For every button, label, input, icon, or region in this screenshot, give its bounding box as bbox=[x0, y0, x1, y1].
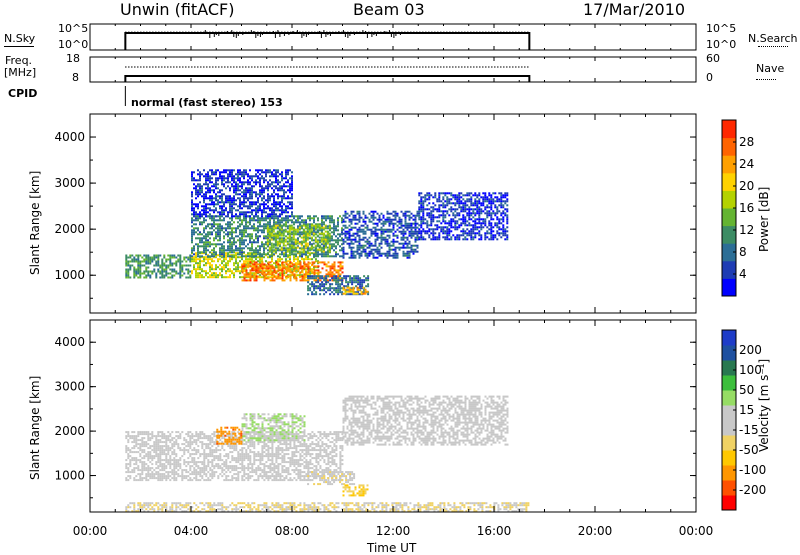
power-scale-swatch bbox=[722, 261, 736, 279]
power-region-6 bbox=[418, 192, 508, 240]
x-tick-label: 00:00 bbox=[679, 524, 714, 538]
velocity-scale-tick-label: 100 bbox=[739, 363, 762, 377]
velocity-region-4 bbox=[242, 413, 306, 441]
power-scale-swatch bbox=[722, 190, 736, 208]
velocity-scale-swatch bbox=[722, 450, 736, 466]
velocity-scale-tick-label: -100 bbox=[739, 463, 766, 477]
velocity-scale-tick-label: 200 bbox=[739, 343, 762, 357]
power-region-9 bbox=[191, 169, 293, 217]
velocity-scale-swatch bbox=[722, 345, 736, 361]
velocity-scale-tick-label: -50 bbox=[739, 443, 759, 457]
power-region-7 bbox=[307, 275, 369, 295]
power-scale-swatch bbox=[722, 138, 736, 156]
nsky-trace bbox=[125, 33, 529, 50]
velocity-region-3 bbox=[307, 471, 355, 485]
y-tick-label: 3000 bbox=[54, 380, 85, 394]
x-tick-label: 00:00 bbox=[73, 524, 108, 538]
velocity-scale-tick-label: 50 bbox=[739, 383, 754, 397]
y-tick-label: 3000 bbox=[54, 176, 85, 190]
power-region-5 bbox=[343, 211, 419, 259]
velocity-scale-swatch bbox=[722, 435, 736, 451]
power-scale-tick-label: 28 bbox=[739, 135, 754, 149]
velocity-scale-swatch bbox=[722, 330, 736, 346]
velocity-region-0 bbox=[125, 431, 343, 481]
velocity-scale-swatch bbox=[722, 465, 736, 481]
y-tick-label: 1000 bbox=[54, 469, 85, 483]
power-scale-tick-label: 24 bbox=[739, 157, 754, 171]
velocity-scale-tick-label: -200 bbox=[739, 483, 766, 497]
power-scale-swatch bbox=[722, 226, 736, 244]
power-scale-swatch bbox=[722, 278, 736, 296]
velocity-panel-frame bbox=[90, 320, 696, 512]
power-scale-tick-label: 4 bbox=[739, 267, 747, 281]
velocity-scale-swatch bbox=[722, 405, 736, 421]
x-tick-label: 16:00 bbox=[477, 524, 512, 538]
y-tick-label: 4000 bbox=[54, 335, 85, 349]
power-region-3 bbox=[191, 215, 343, 257]
velocity-scale-tick-label: 15 bbox=[739, 403, 754, 417]
power-region-2 bbox=[242, 261, 344, 281]
power-scale-swatch bbox=[722, 173, 736, 191]
velocity-scale-swatch bbox=[722, 495, 736, 511]
velocity-scale-swatch bbox=[722, 390, 736, 406]
power-scale-tick-label: 16 bbox=[739, 201, 754, 215]
power-scale-swatch bbox=[722, 208, 736, 226]
velocity-scale-swatch bbox=[722, 375, 736, 391]
velocity-scale-swatch bbox=[722, 420, 736, 436]
y-tick-label: 2000 bbox=[54, 424, 85, 438]
power-scale-tick-label: 20 bbox=[739, 179, 754, 193]
velocity-scale-swatch bbox=[722, 480, 736, 496]
power-scale-swatch bbox=[722, 120, 736, 138]
x-tick-label: 12:00 bbox=[376, 524, 411, 538]
power-region-0 bbox=[125, 255, 191, 279]
y-tick-label: 4000 bbox=[54, 130, 85, 144]
velocity-region-1 bbox=[343, 396, 509, 446]
x-tick-label: 04:00 bbox=[174, 524, 209, 538]
x-tick-label: 08:00 bbox=[275, 524, 310, 538]
velocity-scale-tick-label: -15 bbox=[739, 423, 759, 437]
power-scale-tick-label: 8 bbox=[739, 245, 747, 259]
x-tick-label: 20:00 bbox=[578, 524, 613, 538]
power-panel-frame bbox=[90, 114, 696, 313]
velocity-region-2 bbox=[343, 484, 369, 496]
y-tick-label: 2000 bbox=[54, 222, 85, 236]
velocity-scale-swatch bbox=[722, 360, 736, 376]
power-scale-tick-label: 12 bbox=[739, 223, 754, 237]
y-tick-label: 1000 bbox=[54, 268, 85, 282]
